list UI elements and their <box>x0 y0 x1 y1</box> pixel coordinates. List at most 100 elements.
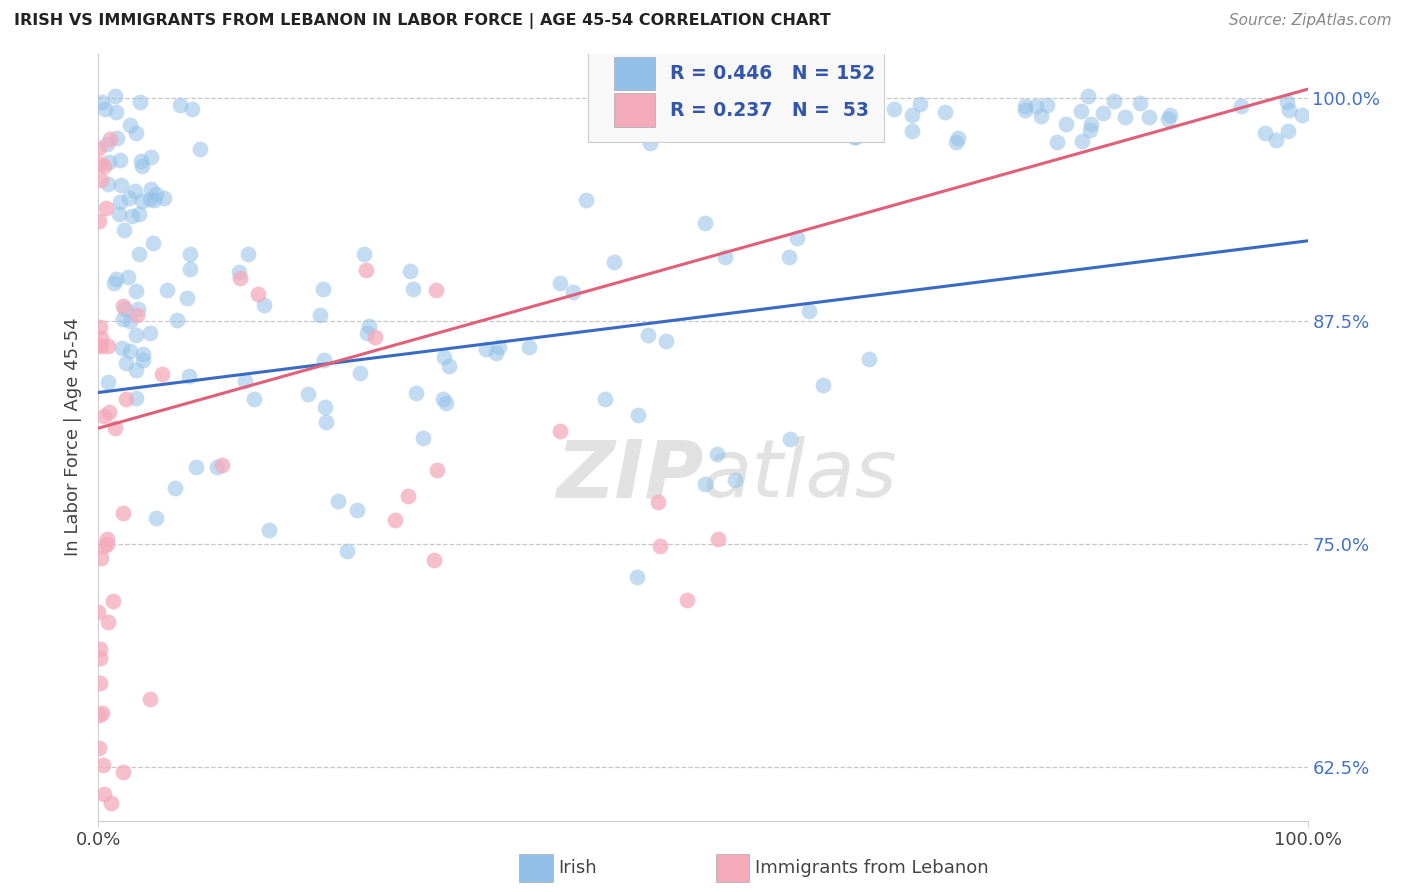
Point <box>139 192 162 206</box>
Point <box>1077 89 1099 103</box>
FancyBboxPatch shape <box>588 38 884 142</box>
Point <box>97 376 120 390</box>
Point <box>1102 94 1125 108</box>
Point <box>396 489 419 503</box>
Point <box>94 102 117 116</box>
Point <box>169 98 191 112</box>
Text: Source: ZipAtlas.com: Source: ZipAtlas.com <box>1229 13 1392 29</box>
Point <box>908 97 931 112</box>
Point <box>1025 99 1047 113</box>
Point <box>356 326 378 340</box>
Point <box>110 178 132 192</box>
Point <box>90 706 112 720</box>
Point <box>901 123 924 137</box>
Point <box>89 650 111 665</box>
Point <box>129 154 152 169</box>
Point <box>354 262 377 277</box>
Point <box>129 95 152 109</box>
Point <box>131 194 153 208</box>
Point <box>90 551 112 566</box>
Point <box>87 140 110 154</box>
Point <box>89 675 111 690</box>
Point <box>1277 124 1299 138</box>
Point <box>638 136 661 150</box>
Point <box>87 338 110 352</box>
Point <box>132 347 155 361</box>
Point <box>434 396 457 410</box>
Point <box>179 247 201 261</box>
Point <box>693 216 716 230</box>
Point <box>1277 95 1299 109</box>
Point <box>104 105 127 120</box>
Point <box>114 301 136 316</box>
Point <box>101 593 124 607</box>
Point <box>1254 126 1277 140</box>
Point <box>1014 103 1036 117</box>
Point <box>104 89 127 103</box>
Point <box>402 282 425 296</box>
Point <box>593 392 616 406</box>
Point <box>145 186 167 201</box>
Point <box>713 250 735 264</box>
FancyBboxPatch shape <box>613 56 655 90</box>
Point <box>312 282 335 296</box>
Point <box>1156 112 1178 126</box>
Point <box>778 250 800 264</box>
Point <box>309 308 332 322</box>
Point <box>693 476 716 491</box>
Point <box>176 292 198 306</box>
Text: Irish: Irish <box>558 859 596 877</box>
Point <box>93 159 115 173</box>
Point <box>645 89 668 103</box>
Point <box>257 523 280 537</box>
Point <box>233 375 256 389</box>
Point <box>1264 133 1286 147</box>
Point <box>398 264 420 278</box>
Point <box>647 495 669 509</box>
Point <box>1278 103 1301 117</box>
Point <box>128 207 150 221</box>
Point <box>562 285 585 299</box>
Point <box>359 318 381 333</box>
Point <box>363 330 385 344</box>
Point <box>475 342 498 356</box>
FancyBboxPatch shape <box>613 94 655 128</box>
Point <box>108 153 131 167</box>
Point <box>845 129 868 144</box>
Point <box>637 328 659 343</box>
Text: ZIP: ZIP <box>555 436 703 515</box>
Point <box>1091 106 1114 120</box>
Point <box>1054 117 1077 131</box>
Point <box>104 272 127 286</box>
Point <box>121 210 143 224</box>
Point <box>253 298 276 312</box>
Point <box>98 132 121 146</box>
Point <box>405 386 427 401</box>
Point <box>118 191 141 205</box>
Point <box>89 157 111 171</box>
Point <box>103 276 125 290</box>
Point <box>654 334 676 348</box>
Point <box>488 340 510 354</box>
Point <box>242 392 264 407</box>
Point <box>150 368 173 382</box>
Point <box>111 341 134 355</box>
Point <box>425 283 447 297</box>
Point <box>177 369 200 384</box>
Point <box>97 177 120 191</box>
Point <box>945 135 967 149</box>
Point <box>111 506 134 520</box>
Point <box>384 513 406 527</box>
Point <box>139 692 162 706</box>
Point <box>184 460 207 475</box>
Point <box>142 193 165 207</box>
Point <box>314 400 336 414</box>
Point <box>648 539 671 553</box>
Point <box>125 363 148 377</box>
Point <box>426 463 449 477</box>
Point <box>575 193 598 207</box>
Point <box>166 313 188 327</box>
Point <box>111 312 134 326</box>
Point <box>94 201 117 215</box>
Point <box>1070 134 1092 148</box>
